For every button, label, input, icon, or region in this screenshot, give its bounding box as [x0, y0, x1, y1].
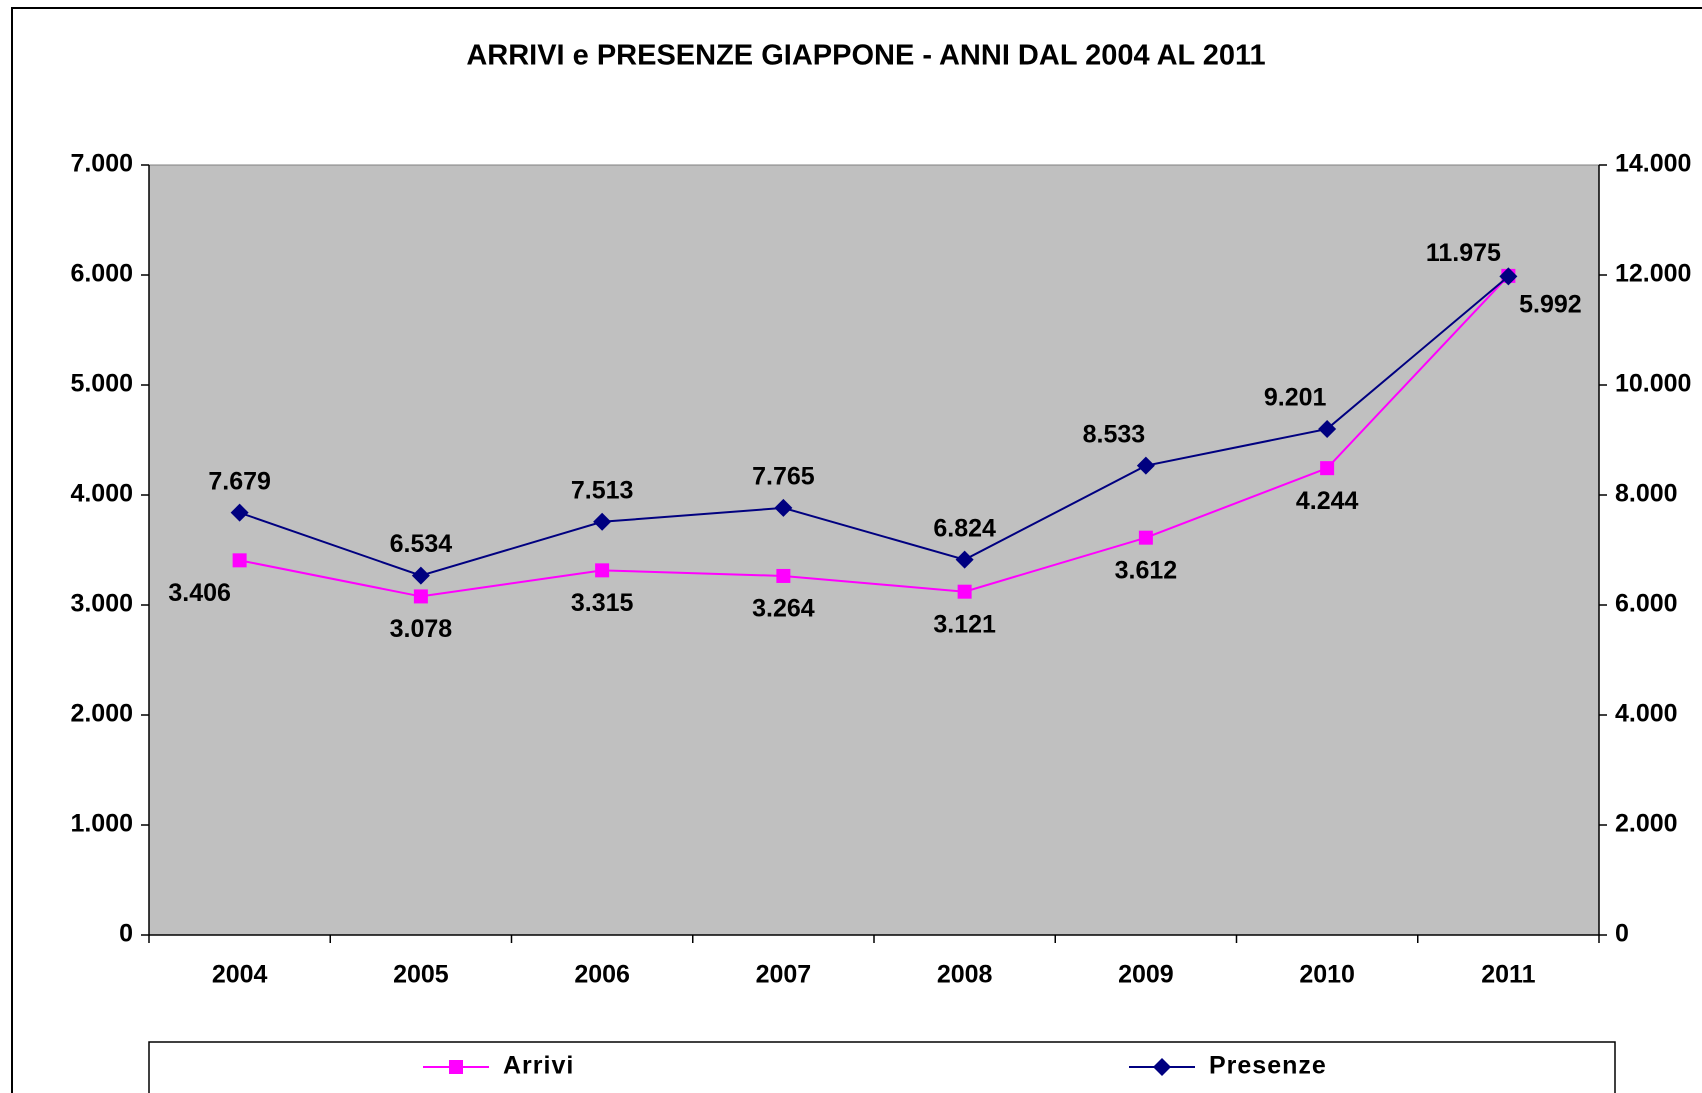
y-tick-label: 7.000	[70, 150, 133, 178]
data-label: 3.315	[571, 589, 634, 617]
y-tick-label: 2.000	[70, 700, 133, 728]
point	[1499, 267, 1518, 286]
data-label: 3.078	[390, 615, 453, 643]
data-label: 3.406	[168, 579, 231, 607]
series-line	[239, 275, 1510, 577]
y2-tick-label: 4.000	[1615, 700, 1678, 728]
y2-tick-label: 8.000	[1615, 480, 1678, 508]
data-label: 3.121	[933, 610, 996, 638]
point	[1136, 456, 1155, 475]
point	[595, 563, 610, 578]
legend-label: Presenze	[1209, 1052, 1327, 1080]
x-tick-label: 2006	[574, 961, 630, 989]
point	[955, 550, 974, 569]
x-tick-label: 2011	[1481, 961, 1535, 989]
chart-title: ARRIVI e PRESENZE GIAPPONE - ANNI DAL 20…	[466, 40, 1265, 72]
legend-label: Arrivi	[503, 1052, 574, 1080]
legend-marker	[449, 1060, 463, 1074]
y-tick-label: 1.000	[70, 810, 133, 838]
data-label: 6.824	[933, 514, 996, 542]
point	[957, 584, 972, 599]
y-tick-label: 5.000	[70, 370, 133, 398]
x-tick-label: 2005	[393, 961, 449, 989]
point	[1138, 530, 1153, 545]
point	[411, 566, 430, 585]
y-tick-label: 4.000	[70, 480, 133, 508]
point	[774, 498, 793, 517]
point	[232, 553, 247, 568]
y-tick-label: 6.000	[70, 260, 133, 288]
data-label: 7.765	[752, 463, 815, 491]
point	[230, 503, 249, 522]
x-tick-label: 2009	[1118, 961, 1174, 989]
y2-tick-label: 0	[1615, 920, 1629, 948]
y-tick-label: 3.000	[70, 590, 133, 618]
y2-tick-label: 14.000	[1615, 150, 1691, 178]
legend-box	[148, 1041, 1616, 1093]
x-tick-label: 2004	[212, 961, 268, 989]
data-label: 6.534	[390, 530, 453, 558]
x-tick-label: 2008	[937, 961, 993, 989]
data-label: 3.612	[1115, 556, 1178, 584]
x-tick-label: 2010	[1299, 961, 1355, 989]
point	[1320, 461, 1335, 476]
point	[1318, 419, 1337, 438]
point	[413, 589, 428, 604]
y2-tick-label: 12.000	[1615, 260, 1691, 288]
y2-tick-label: 2.000	[1615, 810, 1678, 838]
data-label: 5.992	[1519, 290, 1582, 318]
y2-tick-label: 6.000	[1615, 590, 1678, 618]
point	[593, 512, 612, 531]
data-label: 4.244	[1296, 487, 1359, 515]
y2-tick-label: 10.000	[1615, 370, 1691, 398]
y-tick-label: 0	[119, 920, 133, 948]
plot-area	[148, 164, 1600, 936]
data-label: 7.513	[571, 476, 634, 504]
data-label: 3.264	[752, 595, 815, 623]
data-label: 7.679	[208, 467, 271, 495]
point	[776, 568, 791, 583]
data-label: 8.533	[1083, 420, 1146, 448]
data-label: 9.201	[1264, 384, 1327, 412]
legend-marker	[1153, 1058, 1171, 1076]
x-tick-label: 2007	[756, 961, 812, 989]
data-label: 11.975	[1426, 239, 1501, 267]
series-line	[239, 275, 1510, 598]
